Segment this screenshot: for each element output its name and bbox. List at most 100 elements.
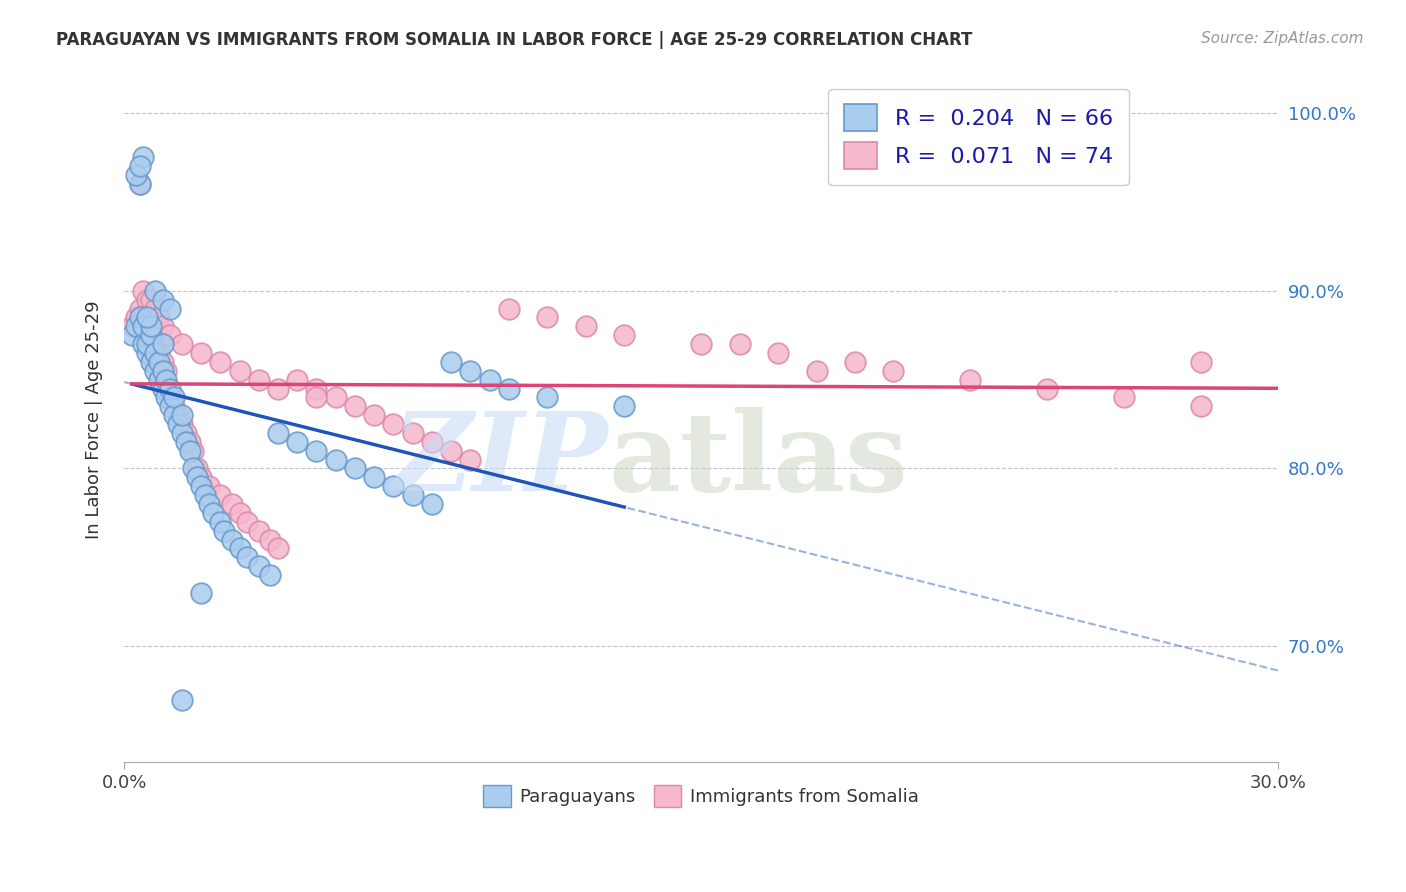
Point bbox=[1114, 391, 1136, 405]
Point bbox=[152, 293, 174, 307]
Point bbox=[267, 541, 290, 556]
Point bbox=[285, 373, 308, 387]
Point bbox=[1189, 399, 1212, 413]
Point bbox=[212, 524, 235, 538]
Point bbox=[170, 408, 193, 422]
Point bbox=[363, 408, 385, 422]
Point bbox=[247, 559, 270, 574]
Point bbox=[766, 346, 789, 360]
Point bbox=[183, 461, 205, 475]
Point bbox=[209, 488, 232, 502]
Point bbox=[152, 337, 174, 351]
Point bbox=[128, 177, 150, 191]
Point bbox=[136, 337, 159, 351]
Point bbox=[690, 337, 713, 351]
Point bbox=[143, 337, 166, 351]
Point bbox=[613, 328, 636, 343]
Point bbox=[343, 399, 366, 413]
Point bbox=[155, 382, 177, 396]
Point bbox=[124, 319, 146, 334]
Point bbox=[363, 470, 385, 484]
Point bbox=[186, 470, 208, 484]
Y-axis label: In Labor Force | Age 25-29: In Labor Force | Age 25-29 bbox=[86, 301, 103, 539]
Point bbox=[460, 452, 482, 467]
Point bbox=[124, 310, 146, 325]
Point bbox=[209, 515, 232, 529]
Legend: Paraguayans, Immigrants from Somalia: Paraguayans, Immigrants from Somalia bbox=[477, 778, 927, 814]
Point bbox=[136, 310, 159, 325]
Point bbox=[194, 488, 217, 502]
Point bbox=[155, 364, 177, 378]
Point bbox=[143, 355, 166, 369]
Point bbox=[1189, 355, 1212, 369]
Point bbox=[190, 346, 212, 360]
Point bbox=[305, 443, 328, 458]
Point bbox=[267, 425, 290, 440]
Point bbox=[159, 328, 181, 343]
Point bbox=[148, 310, 170, 325]
Point bbox=[163, 408, 186, 422]
Point bbox=[143, 346, 166, 360]
Point bbox=[170, 425, 193, 440]
Point bbox=[536, 310, 558, 325]
Point bbox=[136, 337, 159, 351]
Point bbox=[197, 497, 219, 511]
Point bbox=[170, 692, 193, 706]
Point bbox=[136, 346, 159, 360]
Point bbox=[159, 391, 181, 405]
Point bbox=[959, 373, 981, 387]
Point bbox=[143, 301, 166, 316]
Point bbox=[174, 425, 197, 440]
Point bbox=[259, 568, 281, 582]
Point bbox=[128, 310, 150, 325]
Point bbox=[190, 470, 212, 484]
Point bbox=[139, 355, 162, 369]
Point bbox=[179, 434, 201, 449]
Point bbox=[132, 319, 155, 334]
Point bbox=[121, 319, 143, 334]
Point bbox=[167, 408, 190, 422]
Point bbox=[159, 399, 181, 413]
Point bbox=[132, 150, 155, 164]
Point bbox=[186, 461, 208, 475]
Point bbox=[221, 533, 243, 547]
Point bbox=[152, 355, 174, 369]
Point bbox=[728, 337, 751, 351]
Point bbox=[152, 373, 174, 387]
Point bbox=[139, 346, 162, 360]
Point bbox=[136, 293, 159, 307]
Point bbox=[167, 417, 190, 431]
Point bbox=[136, 319, 159, 334]
Point bbox=[163, 399, 186, 413]
Point bbox=[132, 328, 155, 343]
Point bbox=[382, 479, 405, 493]
Point bbox=[152, 382, 174, 396]
Point bbox=[247, 524, 270, 538]
Point bbox=[121, 328, 143, 343]
Point bbox=[228, 364, 250, 378]
Point bbox=[132, 337, 155, 351]
Point bbox=[536, 391, 558, 405]
Point bbox=[152, 364, 174, 378]
Point bbox=[613, 399, 636, 413]
Point bbox=[420, 497, 443, 511]
Point bbox=[882, 364, 904, 378]
Point bbox=[285, 434, 308, 449]
Text: PARAGUAYAN VS IMMIGRANTS FROM SOMALIA IN LABOR FORCE | AGE 25-29 CORRELATION CHA: PARAGUAYAN VS IMMIGRANTS FROM SOMALIA IN… bbox=[56, 31, 973, 49]
Point bbox=[498, 382, 520, 396]
Point bbox=[170, 417, 193, 431]
Point bbox=[228, 541, 250, 556]
Point bbox=[201, 506, 224, 520]
Point bbox=[148, 373, 170, 387]
Point bbox=[128, 159, 150, 173]
Point bbox=[183, 443, 205, 458]
Point bbox=[440, 443, 463, 458]
Point bbox=[401, 488, 423, 502]
Point bbox=[197, 479, 219, 493]
Point bbox=[460, 364, 482, 378]
Point bbox=[247, 373, 270, 387]
Point bbox=[128, 301, 150, 316]
Point bbox=[139, 328, 162, 343]
Point bbox=[152, 319, 174, 334]
Point bbox=[148, 355, 170, 369]
